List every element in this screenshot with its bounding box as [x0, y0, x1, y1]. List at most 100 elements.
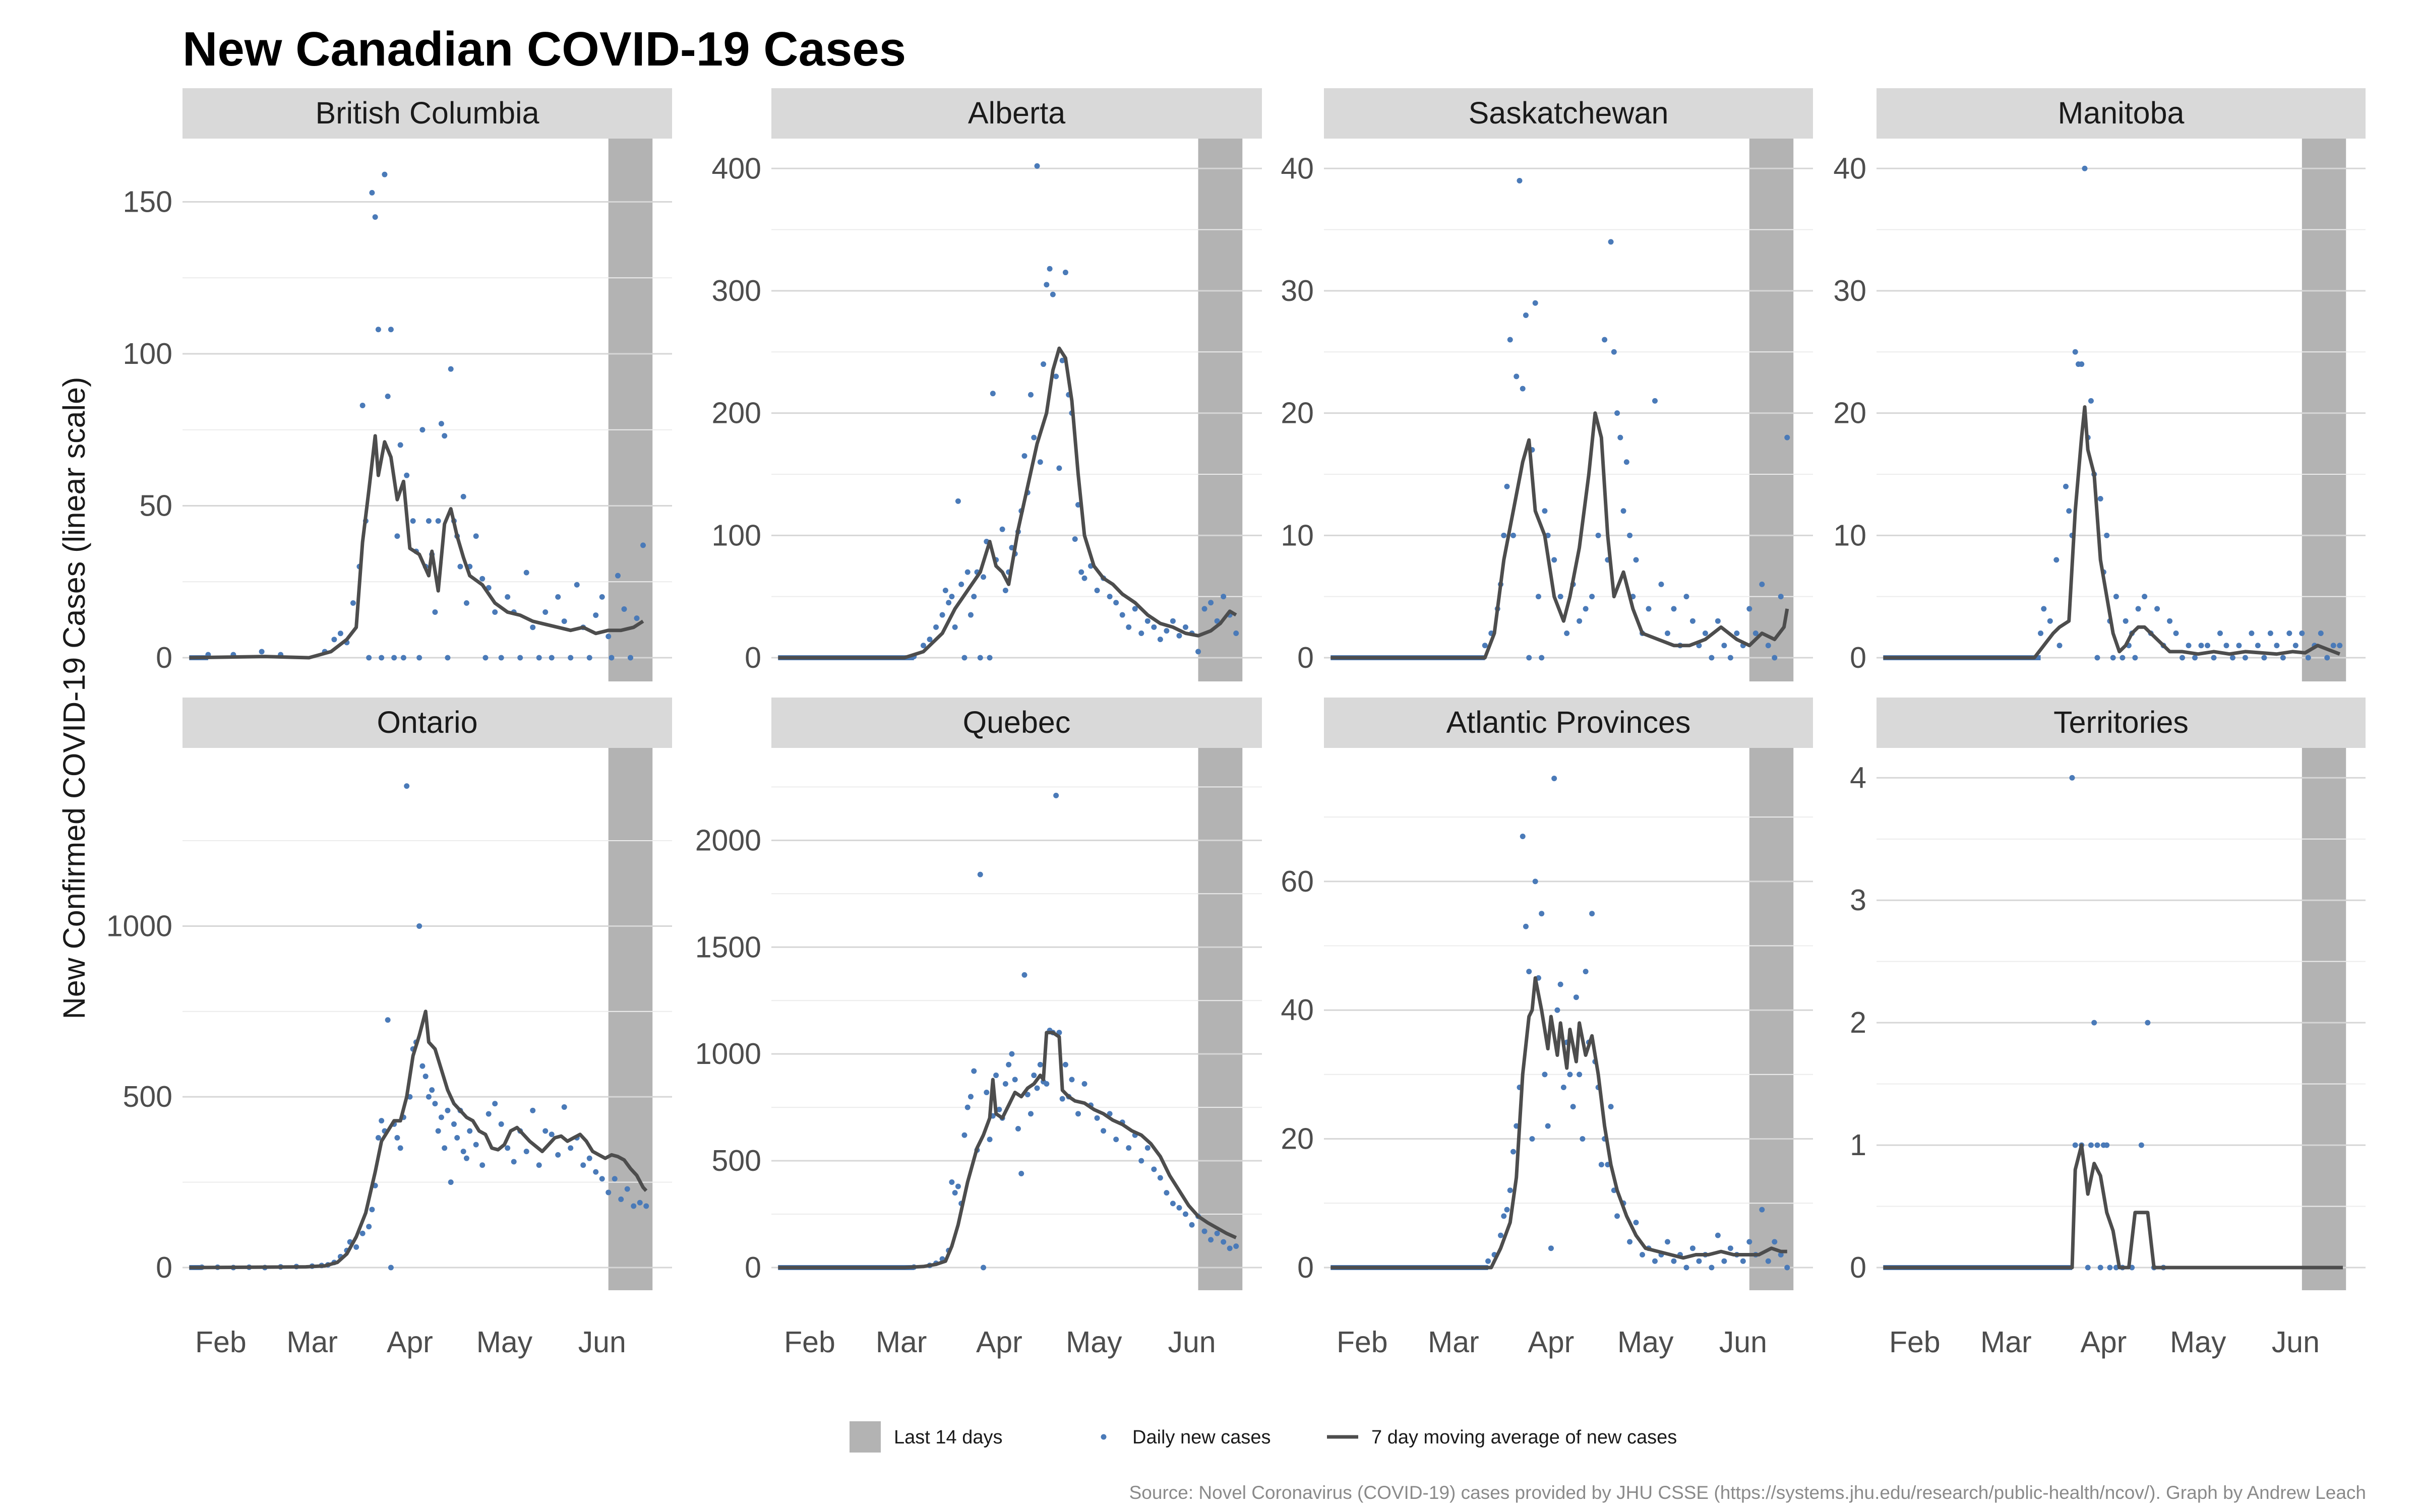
daily-cases-point [394, 533, 400, 539]
daily-cases-point [331, 637, 337, 643]
daily-cases-point [1195, 649, 1201, 655]
daily-cases-point [1709, 655, 1715, 661]
daily-cases-point [2069, 775, 2075, 781]
daily-cases-point [463, 600, 469, 606]
daily-cases-point [1176, 1205, 1182, 1211]
daily-cases-point [1062, 270, 1068, 276]
daily-cases-point [1734, 630, 1740, 636]
daily-cases-point [2066, 508, 2072, 514]
daily-cases-point [1721, 1258, 1727, 1264]
daily-cases-point [442, 433, 448, 439]
daily-cases-point [337, 631, 343, 637]
daily-cases-point [1072, 536, 1078, 542]
daily-cases-point [473, 533, 479, 539]
daily-cases-point [1107, 594, 1113, 600]
daily-cases-point [2142, 594, 2148, 600]
daily-cases-point [1189, 1222, 1195, 1228]
facet-strip-label: Quebec [963, 705, 1071, 739]
daily-cases-point [482, 655, 489, 661]
daily-cases-point [1006, 1061, 1012, 1067]
daily-cases-point [388, 327, 394, 333]
y-tick-label: 0 [156, 641, 172, 674]
y-tick-label: 0 [156, 1251, 172, 1284]
daily-cases-point [1608, 239, 1614, 245]
daily-cases-point [259, 649, 265, 655]
y-tick-label: 1 [1850, 1128, 1866, 1162]
daily-cases-point [1510, 532, 1517, 538]
facet-strip [1877, 698, 2366, 748]
daily-cases-point [971, 1068, 977, 1074]
y-tick-label: 20 [1281, 1122, 1314, 1156]
daily-cases-point [1151, 624, 1157, 630]
daily-cases-point [1664, 1239, 1670, 1245]
daily-cases-point [1094, 1115, 1100, 1121]
daily-cases-point [1037, 459, 1043, 465]
daily-cases-point [2072, 1142, 2078, 1148]
daily-cases-point [2056, 643, 2063, 649]
daily-cases-point [369, 1207, 375, 1213]
x-tick-label: Mar [286, 1326, 338, 1359]
daily-cases-point [1201, 606, 1207, 612]
daily-cases-point [1683, 594, 1689, 600]
daily-cases-point [2063, 483, 2069, 489]
daily-cases-point [1539, 911, 1545, 917]
daily-cases-point [1529, 1136, 1535, 1142]
facet-ontario: Ontario 0 500 1000 Feb Mar Apr May Jun [106, 698, 672, 1359]
y-tick-label: 30 [1833, 274, 1866, 307]
daily-cases-point [536, 1162, 542, 1168]
daily-cases-point [2186, 643, 2192, 649]
daily-cases-point [542, 1128, 549, 1134]
daily-cases-point [1573, 994, 1579, 1000]
daily-cases-point [1233, 630, 1239, 636]
daily-cases-point [561, 1104, 567, 1110]
daily-cases-point [2097, 496, 2103, 502]
daily-cases-point [1627, 532, 1633, 538]
daily-cases-point [416, 655, 422, 661]
daily-cases-point [479, 576, 486, 582]
daily-cases-point [1126, 1145, 1132, 1151]
daily-cases-point [2088, 398, 2094, 404]
daily-cases-point [1784, 1265, 1790, 1271]
daily-cases-point [426, 1094, 432, 1100]
daily-cases-point [1201, 1228, 1207, 1234]
daily-cases-point [2123, 618, 2129, 624]
daily-cases-point [530, 1107, 536, 1113]
daily-cases-point [2097, 1265, 2103, 1271]
daily-cases-point [999, 526, 1005, 532]
daily-cases-point [1557, 981, 1563, 987]
x-tick-label: Feb [1337, 1326, 1388, 1359]
daily-cases-point [1075, 1111, 1081, 1117]
daily-cases-point [2280, 655, 2286, 661]
daily-cases-point [1501, 1213, 1507, 1219]
moving-average-line [778, 346, 1237, 660]
moving-average-line [189, 434, 644, 660]
daily-cases-point [457, 563, 463, 570]
y-tick-label: 0 [745, 1251, 761, 1284]
x-tick-label: May [1066, 1326, 1122, 1359]
daily-cases-point [942, 588, 948, 594]
x-tick-label: May [2170, 1326, 2226, 1359]
daily-cases-point [1554, 1007, 1560, 1013]
daily-cases-point [1671, 1258, 1677, 1264]
y-tick-label: 200 [712, 397, 761, 430]
daily-cases-point [1002, 588, 1008, 594]
daily-cases-point [1589, 911, 1595, 917]
daily-cases-point [2132, 655, 2138, 661]
daily-cases-point [1715, 1232, 1721, 1238]
daily-cases-point [593, 1169, 599, 1175]
daily-cases-point [2274, 643, 2280, 649]
daily-cases-point [1009, 1051, 1015, 1057]
facet-strip [183, 88, 672, 139]
x-tick-label: Mar [1980, 1326, 2032, 1359]
daily-cases-point [1164, 1190, 1170, 1196]
daily-cases-point [1765, 1258, 1771, 1264]
daily-cases-point [967, 1094, 974, 1100]
daily-cases-point [1053, 792, 1059, 798]
daily-cases-point [1614, 1213, 1620, 1219]
daily-cases-point [1514, 373, 1520, 380]
daily-cases-point [981, 1265, 987, 1271]
daily-cases-point [2041, 606, 2047, 612]
daily-cases-point [933, 624, 939, 630]
daily-cases-point [1551, 557, 1557, 563]
y-tick-label: 0 [745, 641, 761, 674]
